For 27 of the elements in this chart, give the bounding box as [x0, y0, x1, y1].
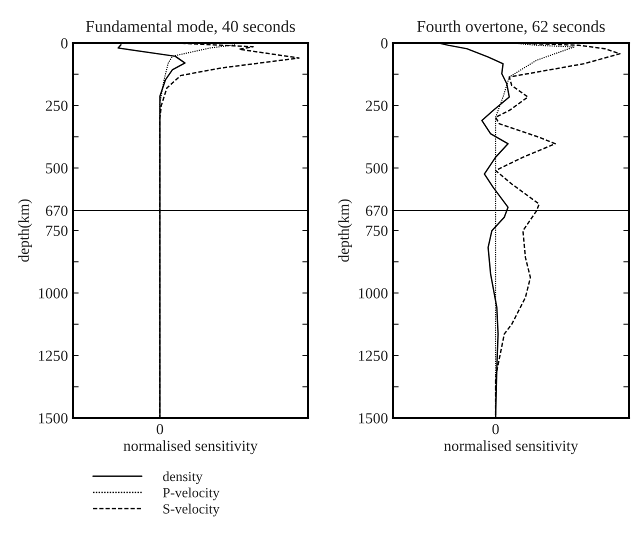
legend-label: P-velocity [162, 488, 220, 500]
y-tick-label: 1000 [358, 288, 388, 298]
y-axis-title: depth(km) [338, 199, 352, 262]
chart-title: Fundamental mode, 40 seconds [86, 20, 295, 34]
y-tick-label: 1000 [38, 288, 68, 298]
text: 0 [156, 424, 164, 434]
legend-label: density [163, 471, 203, 484]
y-tick-label: 250 [366, 100, 388, 111]
x-axis-title: normalised sensitivity [124, 440, 258, 454]
y-tick-label: 0 [381, 38, 388, 48]
y-tick-label: 670 [46, 206, 68, 216]
y-tick-label: 500 [366, 163, 388, 174]
text: 0 [492, 424, 499, 434]
y-tick-label: 500 [46, 163, 68, 174]
y-tick-label: 1250 [38, 350, 68, 361]
chart-title: Fourth overtone, 62 seconds [417, 20, 605, 34]
legend-label: S-velocity [163, 504, 220, 516]
y-tick-label: 750 [46, 226, 68, 236]
y-tick-label: 750 [366, 226, 388, 236]
y-tick-label: 670 [366, 206, 388, 216]
y-tick-label: 250 [46, 100, 68, 111]
y-tick-label: 0 [61, 38, 68, 48]
y-tick-label: 1250 [358, 350, 388, 361]
y-tick-label: 1500 [358, 413, 388, 424]
y-axis-title: depth(km) [18, 199, 32, 262]
y-tick-label: 1500 [38, 413, 68, 424]
x-axis-title: normalised sensitivity [444, 440, 578, 454]
